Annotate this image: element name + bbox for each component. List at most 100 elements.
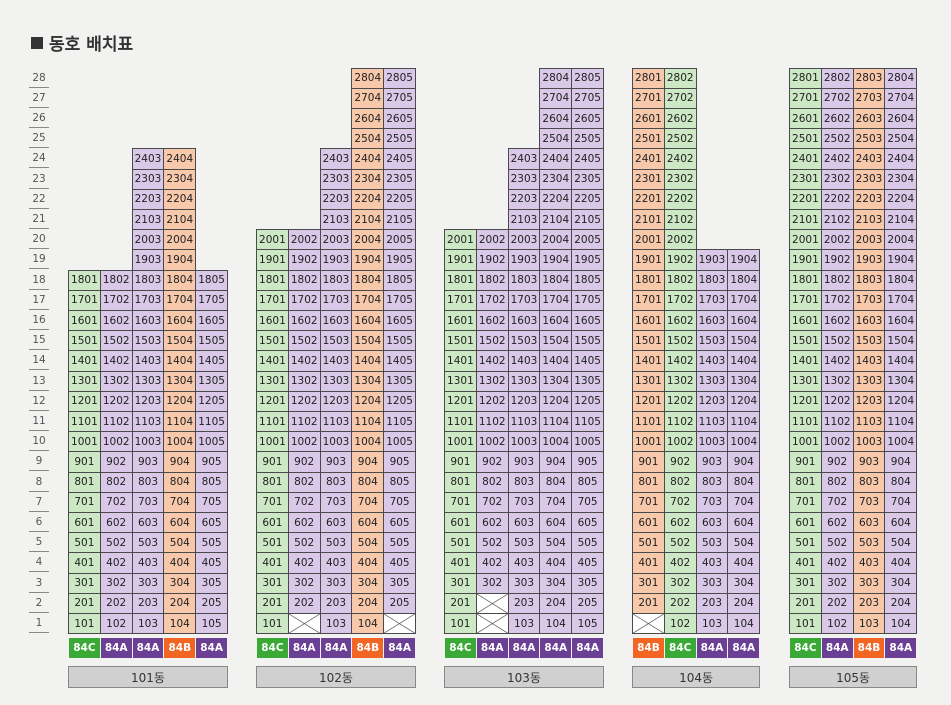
unit-cell[interactable]: 803 [852, 471, 886, 493]
unit-cell[interactable]: 905 [195, 451, 228, 473]
unit-cell[interactable]: 404 [351, 552, 385, 574]
unit-cell[interactable]: 1502 [287, 330, 321, 352]
unit-cell[interactable]: 1602 [287, 310, 321, 332]
unit-cell[interactable]: 1503 [507, 330, 541, 352]
unit-cell[interactable]: 502 [663, 532, 697, 554]
unit-cell[interactable]: 902 [287, 451, 321, 473]
unit-cell[interactable]: 2705 [383, 87, 416, 109]
unit-cell[interactable]: 601 [632, 512, 665, 534]
unit-cell[interactable]: 603 [131, 512, 165, 534]
unit-cell[interactable]: 1003 [319, 431, 353, 453]
unit-cell[interactable]: 103 [131, 613, 165, 635]
unit-cell[interactable]: 1805 [195, 269, 228, 291]
unit-cell[interactable]: 1801 [68, 269, 101, 291]
unit-cell[interactable]: 1303 [852, 370, 886, 392]
unit-cell[interactable]: 605 [383, 512, 416, 534]
unit-cell[interactable]: 1304 [727, 370, 761, 392]
unit-cell[interactable]: 1904 [163, 249, 197, 271]
unit-cell[interactable]: 704 [539, 491, 573, 513]
unit-cell[interactable]: 603 [852, 512, 886, 534]
unit-cell[interactable]: 403 [131, 552, 165, 574]
unit-cell[interactable]: 1204 [884, 390, 918, 412]
unit-cell[interactable]: 304 [539, 572, 573, 594]
unit-cell[interactable]: 2802 [820, 67, 854, 89]
unit-cell[interactable]: 2401 [789, 148, 822, 170]
unit-cell[interactable]: 1402 [99, 350, 133, 372]
unit-cell[interactable]: 605 [571, 512, 604, 534]
unit-cell[interactable]: 1201 [444, 390, 477, 412]
unit-cell[interactable]: 204 [351, 592, 385, 614]
unit-cell[interactable]: 805 [195, 471, 228, 493]
unit-cell[interactable]: 1903 [319, 249, 353, 271]
unit-cell[interactable]: 1604 [727, 310, 761, 332]
unit-cell[interactable]: 2002 [663, 229, 697, 251]
unit-cell[interactable]: 202 [287, 592, 321, 614]
unit-cell[interactable]: 1605 [195, 310, 228, 332]
unit-cell[interactable]: 1601 [444, 310, 477, 332]
unit-cell[interactable]: 1202 [663, 390, 697, 412]
unit-cell[interactable]: 702 [820, 491, 854, 513]
unit-cell[interactable]: 1705 [195, 289, 228, 311]
unit-cell[interactable]: 204 [539, 592, 573, 614]
unit-cell[interactable]: 803 [507, 471, 541, 493]
unit-cell[interactable]: 202 [820, 592, 854, 614]
unit-cell[interactable]: 102 [99, 613, 133, 635]
unit-cell[interactable]: 1701 [68, 289, 101, 311]
unit-cell[interactable]: 1301 [68, 370, 101, 392]
unit-cell[interactable]: 2502 [820, 128, 854, 150]
unit-cell[interactable]: 1304 [163, 370, 197, 392]
unit-cell[interactable]: 2603 [852, 108, 886, 130]
unit-cell[interactable]: 2204 [163, 188, 197, 210]
unit-cell[interactable]: 2001 [632, 229, 665, 251]
unit-cell[interactable]: 1401 [444, 350, 477, 372]
unit-cell[interactable]: 505 [571, 532, 604, 554]
unit-cell[interactable]: 2404 [884, 148, 918, 170]
unit-cell[interactable]: 1103 [852, 411, 886, 433]
unit-cell[interactable]: 2304 [351, 168, 385, 190]
unit-cell[interactable]: 1604 [884, 310, 918, 332]
unit-cell[interactable]: 2405 [571, 148, 604, 170]
unit-cell[interactable]: 1402 [475, 350, 509, 372]
unit-cell[interactable]: 401 [256, 552, 289, 574]
unit-cell[interactable]: 405 [571, 552, 604, 574]
unit-cell[interactable]: 1402 [287, 350, 321, 372]
unit-cell[interactable]: 2201 [632, 188, 665, 210]
unit-cell[interactable]: 2204 [884, 188, 918, 210]
unit-cell[interactable]: 101 [68, 613, 101, 635]
unit-cell[interactable]: 2104 [884, 209, 918, 231]
unit-cell[interactable]: 1303 [131, 370, 165, 392]
unit-cell[interactable]: 303 [507, 572, 541, 594]
unit-cell[interactable]: 1104 [351, 411, 385, 433]
unit-cell[interactable]: 2202 [663, 188, 697, 210]
unit-cell[interactable]: 1601 [789, 310, 822, 332]
unit-cell[interactable]: 802 [99, 471, 133, 493]
unit-cell[interactable]: 1902 [663, 249, 697, 271]
unit-cell[interactable]: 1403 [131, 350, 165, 372]
unit-cell[interactable]: 1201 [256, 390, 289, 412]
unit-cell[interactable]: 803 [319, 471, 353, 493]
unit-cell[interactable]: 901 [68, 451, 101, 473]
unit-cell[interactable]: 2702 [663, 87, 697, 109]
unit-cell[interactable]: 1405 [195, 350, 228, 372]
unit-cell[interactable]: 2301 [789, 168, 822, 190]
unit-cell[interactable]: 1401 [256, 350, 289, 372]
unit-cell[interactable]: 903 [852, 451, 886, 473]
unit-cell[interactable]: 1005 [195, 431, 228, 453]
unit-cell[interactable]: 1105 [195, 411, 228, 433]
unit-cell[interactable]: 1303 [319, 370, 353, 392]
unit-cell[interactable]: 1601 [68, 310, 101, 332]
unit-cell[interactable]: 601 [68, 512, 101, 534]
unit-cell[interactable]: 1002 [475, 431, 509, 453]
unit-cell[interactable]: 2302 [663, 168, 697, 190]
unit-cell[interactable]: 1703 [507, 289, 541, 311]
unit-cell[interactable]: 203 [131, 592, 165, 614]
unit-cell[interactable]: 2201 [789, 188, 822, 210]
unit-cell[interactable]: 1205 [571, 390, 604, 412]
unit-cell[interactable]: 1401 [68, 350, 101, 372]
unit-cell[interactable]: 802 [820, 471, 854, 493]
unit-cell[interactable]: 1102 [663, 411, 697, 433]
unit-cell[interactable]: 105 [195, 613, 228, 635]
unit-cell[interactable]: 702 [475, 491, 509, 513]
unit-cell[interactable]: 1903 [852, 249, 886, 271]
unit-cell[interactable]: 2101 [632, 209, 665, 231]
